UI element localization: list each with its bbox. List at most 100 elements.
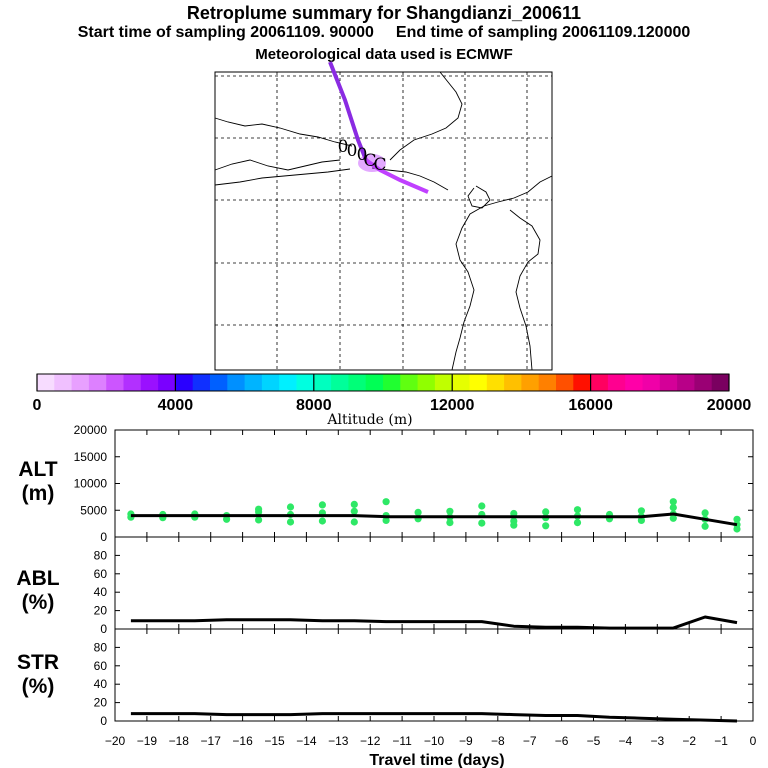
end-time-label: End time of sampling 20061109.120000: [395, 24, 691, 41]
colorbar-swatch: [642, 374, 661, 391]
plume-track-lower: [364, 158, 429, 194]
y-tick-label: 10000: [74, 477, 108, 491]
altitude-point: [350, 507, 358, 515]
plume-label: 0: [347, 141, 358, 161]
altitude-point: [542, 508, 550, 516]
colorbar-tick-label: 20000: [707, 397, 752, 414]
colorbar-swatch: [556, 374, 574, 391]
x-tick-label: −14: [296, 734, 317, 748]
colorbar-swatch: [261, 374, 280, 391]
y-axis-label: ABL: [16, 567, 59, 590]
y-tick-label: 20: [94, 604, 108, 618]
plume-label: 0: [357, 145, 368, 165]
altitude-point: [669, 498, 677, 506]
plume-cluster: [358, 154, 386, 172]
altitude-point: [573, 506, 582, 514]
colorbar-swatch: [313, 374, 332, 391]
y-tick-label: 15000: [74, 450, 108, 464]
y-tick-label: 40: [94, 585, 108, 599]
colorbar-swatch: [607, 374, 626, 391]
x-tick-label: −8: [491, 734, 505, 748]
colorbar-swatch: [175, 374, 194, 391]
altitude-point: [669, 514, 677, 522]
x-tick-label: −2: [682, 734, 696, 748]
x-tick-label: −18: [169, 734, 190, 748]
x-tick-label: −12: [360, 734, 381, 748]
colorbar-swatch: [677, 374, 695, 391]
x-tick-label: −13: [328, 734, 349, 748]
panel-str: 0 20 40 60 80 STR(%): [17, 628, 754, 728]
colorbar-swatch: [279, 374, 297, 391]
altitude-point: [350, 500, 358, 508]
colorbar-swatch: [383, 374, 401, 391]
plume-trajectory: 00 0CC: [328, 61, 429, 194]
colorbar-swatch: [573, 374, 591, 391]
colorbar-swatch: [140, 374, 159, 391]
map-frame: [214, 71, 553, 371]
y-axis-unit: (%): [22, 591, 55, 614]
y-tick-label: 60: [94, 567, 108, 581]
y-axis-label: ALT: [18, 458, 57, 481]
y-tick-label: 5000: [80, 503, 107, 517]
colorbar-swatch: [625, 374, 643, 391]
chart-title: Retroplume summary for Shangdianzi_20061…: [186, 3, 582, 23]
colorbar-swatch: [88, 374, 107, 391]
plume-label: C: [373, 155, 386, 175]
altitude-point: [573, 519, 582, 527]
colorbar-swatch: [694, 374, 713, 391]
map-panel: 00 0CC: [214, 61, 553, 371]
panel-frame: [114, 536, 754, 630]
altitude-point: [701, 509, 709, 517]
panel-frame: [114, 429, 754, 538]
altitude-point: [542, 522, 550, 530]
x-axis-title: Travel time (days): [369, 752, 504, 768]
x-tick-label: −19: [137, 734, 158, 748]
y-tick-label: 0: [100, 622, 107, 636]
time-series-panels: 05000100001500020000ALT(m)020406080ABL(%…: [16, 423, 756, 768]
altitude-point: [350, 518, 358, 526]
plume-track-upper: [328, 61, 368, 161]
colorbar-swatch: [244, 374, 263, 391]
sampling-times: Start time of sampling 20061109. 90000 En…: [0, 24, 768, 42]
y-tick-label: 80: [94, 548, 108, 562]
altitude-point: [223, 515, 231, 523]
colorbar-swatch: [331, 374, 349, 391]
y-tick-label: 60: [94, 659, 108, 673]
x-tick-label: −16: [232, 734, 253, 748]
colorbar-swatch: [452, 374, 470, 391]
colorbar-swatch: [400, 374, 418, 391]
colorbar-swatch: [54, 374, 72, 391]
colorbar-tick-label: 4000: [158, 397, 194, 414]
altitude-point: [446, 519, 454, 527]
colorbar-swatch: [210, 374, 228, 391]
colorbar-swatch: [521, 374, 540, 391]
colorbar-swatch: [227, 374, 245, 391]
x-tick-label: −7: [523, 734, 537, 748]
met-data-label: Meteorological data used is ECMWF: [255, 46, 513, 63]
altitude-point: [286, 503, 295, 511]
altitude-point: [478, 502, 486, 510]
colorbar-tick-label: 0: [33, 397, 42, 414]
coastlines-borders: [214, 71, 553, 371]
altitude-point: [255, 516, 263, 524]
colorbar-swatch: [192, 374, 211, 391]
colorbar-swatch: [296, 374, 315, 391]
x-tick-label: −3: [650, 734, 664, 748]
y-tick-label: 0: [100, 530, 107, 544]
colorbar-swatch: [538, 374, 557, 391]
x-tick-label: −9: [459, 734, 473, 748]
altitude-point: [478, 519, 486, 527]
altitude-point: [318, 517, 326, 525]
colorbar-tick-label: 12000: [430, 397, 475, 414]
altitude-point: [669, 504, 677, 512]
altitude-point: [637, 516, 646, 525]
altitude-point: [446, 507, 454, 515]
colorbar-swatch: [469, 374, 488, 391]
x-tick-label: −11: [392, 734, 412, 748]
colorbar-tick-label: 8000: [296, 397, 332, 414]
colorbar-swatch: [365, 374, 384, 391]
altitude-point: [414, 508, 422, 516]
x-tick-label: −1: [714, 734, 728, 748]
colorbar-swatch: [486, 374, 505, 391]
